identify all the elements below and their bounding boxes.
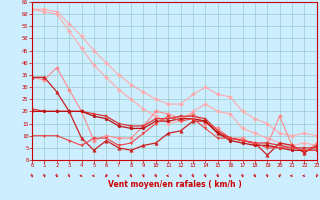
- X-axis label: Vent moyen/en rafales ( km/h ): Vent moyen/en rafales ( km/h ): [108, 180, 241, 189]
